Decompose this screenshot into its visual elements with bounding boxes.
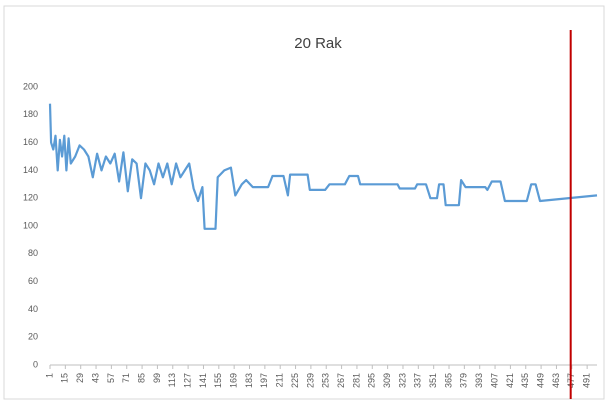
y-tick-label: 80 [28,248,38,258]
y-tick-label: 40 [28,304,38,314]
x-tick-label: 435 [520,373,530,388]
x-tick-label: 113 [167,373,177,387]
y-tick-label: 140 [23,165,38,175]
x-tick-label: 197 [259,373,269,388]
y-tick-label: 100 [23,220,38,230]
x-tick-label: 323 [397,373,407,388]
x-tick-label: 421 [505,373,515,388]
y-tick-label: 20 [28,332,38,342]
x-tick-label: 295 [367,373,377,388]
x-tick-label: 43 [90,373,100,383]
x-tick-label: 393 [474,373,484,388]
x-tick-label: 169 [229,373,239,388]
x-tick-label: 337 [413,373,423,388]
x-tick-label: 141 [198,373,208,388]
x-tick-label: 99 [152,373,162,383]
y-tick-label: 60 [28,276,38,286]
x-tick-label: 365 [443,373,453,388]
x-tick-label: 351 [428,373,438,388]
x-tick-label: 211 [275,373,285,387]
x-tick-label: 71 [121,373,131,383]
x-tick-label: 449 [535,373,545,388]
x-tick-label: 15 [60,373,70,383]
y-tick-label: 160 [23,137,38,147]
y-tick-label: 180 [23,109,38,119]
y-tick-label: 0 [33,359,38,369]
x-tick-label: 491 [582,373,592,388]
x-tick-label: 57 [106,373,116,383]
x-tick-label: 463 [551,373,561,388]
x-tick-label: 239 [305,373,315,388]
x-tick-label: 225 [290,373,300,388]
x-tick-label: 309 [382,373,392,388]
x-tick-label: 127 [182,373,192,388]
x-tick-label: 85 [136,373,146,383]
x-tick-label: 253 [321,373,331,388]
x-tick-label: 379 [459,373,469,388]
x-tick-label: 29 [75,373,85,383]
y-tick-label: 120 [23,193,38,203]
x-tick-label: 281 [351,373,361,388]
x-tick-label: 1 [44,373,54,378]
x-tick-label: 155 [213,373,223,388]
y-tick-label: 200 [23,81,38,91]
chart-frame [3,5,605,400]
x-tick-label: 267 [336,373,346,388]
chart-title: 20 Rak [294,35,342,52]
data-line [48,103,598,230]
x-tick-label: 183 [244,373,254,388]
x-tick-label: 407 [489,373,499,388]
